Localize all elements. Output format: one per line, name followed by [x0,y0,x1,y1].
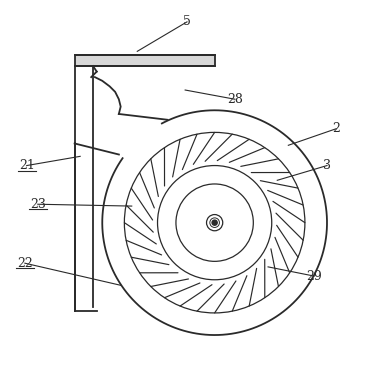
Text: 21: 21 [19,159,35,172]
Text: 2: 2 [332,122,340,135]
Circle shape [212,220,217,225]
Text: 29: 29 [306,269,322,283]
Text: 28: 28 [227,93,243,106]
Text: 22: 22 [17,257,33,270]
Text: 23: 23 [30,198,46,211]
Text: 5: 5 [183,16,191,28]
Text: 3: 3 [323,159,331,172]
Bar [75,55,215,66]
